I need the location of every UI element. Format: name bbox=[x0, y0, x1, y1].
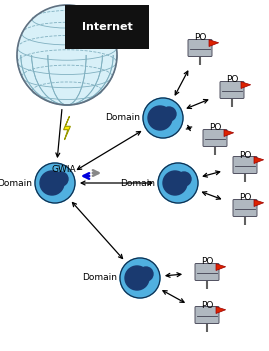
Text: PO: PO bbox=[201, 300, 213, 310]
FancyBboxPatch shape bbox=[203, 130, 227, 146]
FancyBboxPatch shape bbox=[233, 157, 257, 173]
Circle shape bbox=[125, 266, 149, 290]
Text: PO: PO bbox=[239, 151, 251, 159]
Text: Domain: Domain bbox=[82, 273, 117, 283]
Circle shape bbox=[35, 163, 75, 203]
Circle shape bbox=[139, 267, 153, 281]
Circle shape bbox=[162, 107, 176, 121]
Circle shape bbox=[158, 163, 198, 203]
Circle shape bbox=[17, 5, 117, 105]
Polygon shape bbox=[216, 307, 226, 313]
Text: Domain: Domain bbox=[105, 113, 140, 122]
Polygon shape bbox=[216, 264, 226, 271]
Circle shape bbox=[148, 106, 172, 130]
Text: Domain: Domain bbox=[120, 179, 155, 187]
FancyBboxPatch shape bbox=[195, 264, 219, 280]
Circle shape bbox=[177, 172, 191, 186]
Text: GWIA: GWIA bbox=[51, 166, 76, 174]
Circle shape bbox=[143, 98, 183, 138]
Circle shape bbox=[120, 258, 160, 298]
Polygon shape bbox=[241, 82, 251, 88]
Polygon shape bbox=[63, 116, 70, 140]
Text: Domain: Domain bbox=[0, 179, 32, 187]
FancyBboxPatch shape bbox=[195, 306, 219, 324]
Text: PO: PO bbox=[209, 124, 221, 132]
FancyBboxPatch shape bbox=[188, 40, 212, 57]
FancyBboxPatch shape bbox=[233, 199, 257, 217]
Text: PO: PO bbox=[194, 33, 206, 42]
Polygon shape bbox=[254, 200, 264, 206]
Circle shape bbox=[54, 172, 68, 186]
Polygon shape bbox=[224, 130, 234, 137]
Text: PO: PO bbox=[239, 193, 251, 203]
Circle shape bbox=[40, 171, 64, 195]
Text: PO: PO bbox=[226, 75, 238, 85]
Polygon shape bbox=[254, 157, 264, 164]
FancyBboxPatch shape bbox=[220, 81, 244, 99]
Polygon shape bbox=[209, 40, 219, 46]
Text: Internet: Internet bbox=[82, 22, 132, 32]
Text: PO: PO bbox=[201, 258, 213, 266]
Circle shape bbox=[163, 171, 187, 195]
